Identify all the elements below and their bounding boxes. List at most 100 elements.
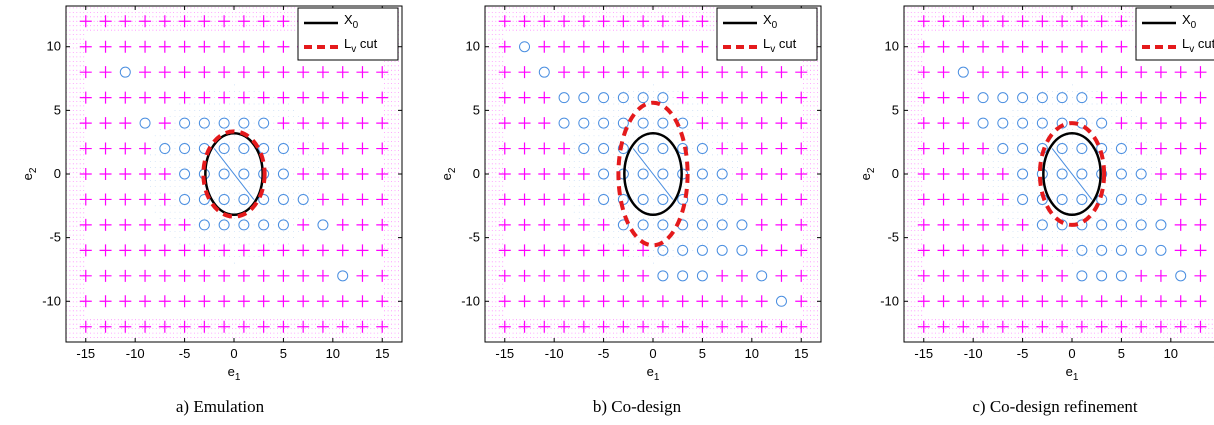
x-tick-label: 0 xyxy=(1068,346,1075,361)
circle-point xyxy=(218,219,230,231)
x-tick-label: -10 xyxy=(126,346,145,361)
cross-point xyxy=(336,295,349,308)
legend-entry-label: Lv cut xyxy=(763,36,797,55)
cross-point xyxy=(79,15,92,28)
cross-point xyxy=(676,295,689,308)
cross-point xyxy=(558,269,571,282)
circle-point xyxy=(696,219,708,231)
cross-point xyxy=(139,218,152,231)
cross-point xyxy=(297,142,310,155)
circle-point xyxy=(519,41,531,53)
cross-point xyxy=(716,66,729,79)
cross-point xyxy=(1154,168,1167,180)
cross-point xyxy=(755,320,768,333)
cross-point xyxy=(356,269,369,282)
cross-point xyxy=(139,15,152,28)
cross-point xyxy=(99,168,112,180)
cross-point xyxy=(218,269,231,282)
circle-point xyxy=(637,117,649,129)
cross-point xyxy=(376,142,389,155)
cross-point xyxy=(1016,218,1029,231)
legend-entry-label: X0 xyxy=(763,12,778,31)
y-tick-label: 5 xyxy=(473,102,480,117)
cross-point xyxy=(498,91,511,104)
panel-caption: c) Co-design refinement xyxy=(972,397,1137,416)
cross-point xyxy=(158,244,171,257)
circle-point xyxy=(1056,92,1068,104)
cross-point xyxy=(158,295,171,308)
cross-point xyxy=(336,91,349,104)
circle-point xyxy=(277,168,289,180)
cross-point xyxy=(1135,117,1148,130)
cross-point xyxy=(257,15,270,28)
cross-point xyxy=(498,117,511,130)
circle-point xyxy=(317,219,329,231)
cross-point xyxy=(277,15,290,28)
cross-point xyxy=(937,142,950,155)
y-tick-label: -10 xyxy=(461,293,480,308)
cross-point xyxy=(99,66,112,79)
circle-point xyxy=(1076,244,1088,256)
cross-point xyxy=(316,320,329,333)
cross-point xyxy=(957,269,970,282)
y-tick-label: 10 xyxy=(466,39,480,54)
cross-point xyxy=(538,15,551,28)
cross-point xyxy=(755,91,768,104)
circle-point xyxy=(1056,168,1068,180)
circle-point xyxy=(297,193,309,205)
cross-point xyxy=(735,142,748,155)
x-axis-label-sub: 1 xyxy=(1073,372,1079,383)
cross-point xyxy=(735,91,748,104)
cross-point xyxy=(1135,66,1148,79)
cross-point xyxy=(558,320,571,333)
plot-area xyxy=(904,7,1213,342)
cross-point xyxy=(237,91,250,104)
cross-point xyxy=(1154,117,1167,130)
legend-entry-main: X xyxy=(1182,12,1191,27)
cross-point xyxy=(996,218,1009,231)
cross-point xyxy=(755,193,768,206)
cross-point xyxy=(257,320,270,333)
cross-point xyxy=(755,244,768,257)
cross-point xyxy=(937,15,950,28)
cross-point xyxy=(538,244,551,257)
cross-point xyxy=(656,15,669,28)
x-tick-label: -15 xyxy=(76,346,95,361)
cross-point xyxy=(178,40,191,53)
circle-point xyxy=(977,92,989,104)
cross-point xyxy=(558,15,571,28)
cross-point xyxy=(139,168,152,180)
x-tick-label: 10 xyxy=(745,346,759,361)
legend-entry-label: Lv cut xyxy=(344,36,378,55)
cross-point xyxy=(158,168,171,180)
cross-point xyxy=(158,15,171,28)
cross-point xyxy=(297,244,310,257)
cross-point xyxy=(79,295,92,308)
circle-point xyxy=(179,193,191,205)
y-tick-label: -5 xyxy=(49,230,61,245)
circle-point xyxy=(957,66,969,78)
cross-point xyxy=(198,244,211,257)
cross-point xyxy=(957,320,970,333)
cross-point xyxy=(558,193,571,206)
circle-point xyxy=(218,193,230,205)
legend-entry-main: L xyxy=(763,36,770,51)
cross-point xyxy=(917,117,930,130)
cross-point xyxy=(597,295,610,308)
cross-point xyxy=(1154,295,1167,308)
cross-point xyxy=(79,168,92,180)
cross-point xyxy=(735,193,748,206)
circle-point xyxy=(598,143,610,155)
x0-ellipse xyxy=(623,132,683,216)
y-tick-label: 0 xyxy=(473,166,480,181)
circle-point xyxy=(578,117,590,129)
cross-point xyxy=(257,269,270,282)
cross-point xyxy=(1174,168,1187,180)
circle-point xyxy=(558,92,570,104)
legend-entry-main: X xyxy=(763,12,772,27)
circle-point xyxy=(238,219,250,231)
cross-point xyxy=(178,269,191,282)
circle-point xyxy=(1036,117,1048,129)
cross-point xyxy=(237,295,250,308)
y-tick-label: 5 xyxy=(54,102,61,117)
